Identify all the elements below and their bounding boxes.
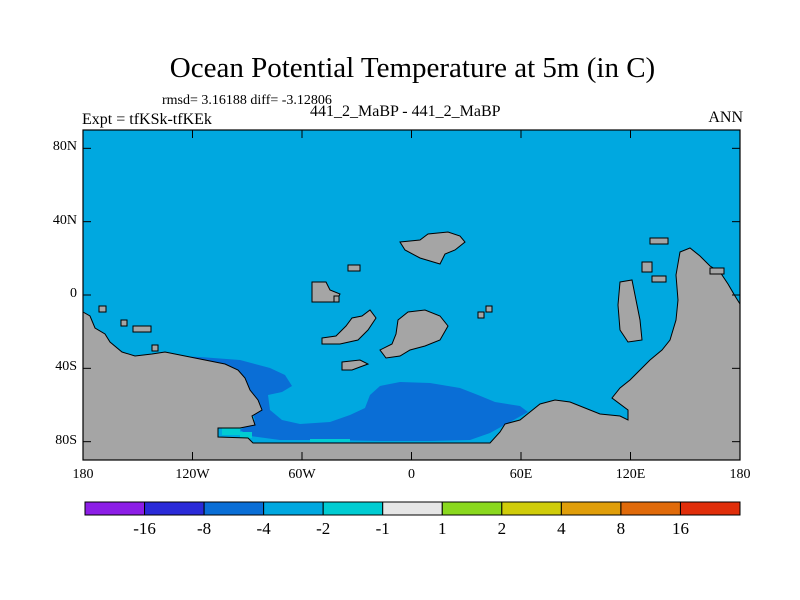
lat-tick-marks bbox=[83, 147, 740, 443]
lat-label: 40N bbox=[52, 212, 77, 228]
lon-label: 180 bbox=[72, 467, 94, 482]
landmass-southwest bbox=[82, 247, 741, 461]
island-c3 bbox=[333, 295, 340, 303]
island-c8 bbox=[477, 311, 485, 319]
plot-title: Ocean Potential Temperature at 5m (in C) bbox=[169, 52, 656, 84]
lon-label: 60E bbox=[509, 467, 533, 482]
colorbar-label: -8 bbox=[196, 519, 212, 538]
colorbar-swatch bbox=[263, 501, 324, 516]
lon-label: 0 bbox=[408, 467, 415, 482]
lat-label: 80S bbox=[55, 432, 77, 448]
lon-label: 120W bbox=[175, 467, 210, 482]
center-label: 441_2_MaBP - 441_2_MaBP bbox=[310, 103, 501, 120]
island-c6 bbox=[399, 231, 466, 265]
island-e3 bbox=[651, 275, 667, 283]
island-e4 bbox=[649, 237, 669, 245]
colorbar-label: 8 bbox=[616, 519, 626, 538]
lon-label: 60W bbox=[288, 467, 316, 482]
island-w3 bbox=[132, 325, 152, 333]
colorbar-label: 2 bbox=[497, 519, 507, 538]
colorbar-label: -1 bbox=[375, 519, 390, 538]
colorbar-swatch bbox=[620, 501, 681, 516]
experiment-label: Expt = tfKSk-tfKEk bbox=[82, 111, 212, 128]
colorbar-swatch bbox=[501, 501, 562, 516]
colorbar-label: -2 bbox=[316, 519, 331, 538]
lon-tick-marks bbox=[82, 130, 741, 460]
island-c4 bbox=[321, 309, 377, 345]
slight-anomaly-patches bbox=[222, 427, 350, 442]
southern-band-west bbox=[150, 355, 528, 441]
island-w1 bbox=[98, 305, 107, 313]
lon-label: 180 bbox=[729, 467, 751, 482]
colorbar-label: -4 bbox=[256, 519, 271, 538]
colorbar-swatch bbox=[679, 501, 741, 516]
lat-label: 0 bbox=[70, 286, 77, 301]
land-masses bbox=[82, 231, 741, 461]
colorbar-swatch bbox=[322, 501, 384, 516]
colorbar-swatch bbox=[441, 501, 503, 516]
colorbar-swatch bbox=[382, 501, 443, 516]
patch-1 bbox=[222, 427, 240, 435]
island-e5 bbox=[709, 267, 725, 275]
colorbar-swatch bbox=[203, 501, 265, 516]
colorbar-swatch bbox=[144, 501, 205, 516]
stats-text: rmsd= 3.16188 diff= -3.12806 bbox=[162, 93, 332, 108]
island-w4 bbox=[151, 344, 159, 352]
colorbar-swatch bbox=[560, 501, 622, 516]
cold-anomaly-regions bbox=[150, 355, 528, 441]
island-w2 bbox=[120, 319, 128, 327]
island-e1 bbox=[617, 279, 643, 343]
island-c7 bbox=[379, 309, 449, 359]
colorbar-label: 4 bbox=[557, 519, 566, 538]
island-c9 bbox=[485, 305, 493, 313]
island-e2 bbox=[641, 261, 653, 273]
season-label: ANN bbox=[708, 109, 743, 126]
colorbar-label: 16 bbox=[671, 519, 689, 538]
colorbar-label: -16 bbox=[133, 519, 156, 538]
island-c2 bbox=[347, 264, 361, 272]
lat-label: 80N bbox=[52, 139, 77, 155]
colorbar bbox=[84, 501, 741, 516]
patch-2 bbox=[240, 432, 252, 438]
lon-label: 120E bbox=[615, 467, 646, 482]
island-c1 bbox=[311, 281, 341, 303]
island-c5 bbox=[341, 359, 370, 371]
colorbar-swatch bbox=[84, 501, 146, 516]
lat-label: 40S bbox=[55, 359, 77, 375]
patch-3 bbox=[310, 439, 350, 442]
colorbar-label: 1 bbox=[438, 519, 447, 538]
